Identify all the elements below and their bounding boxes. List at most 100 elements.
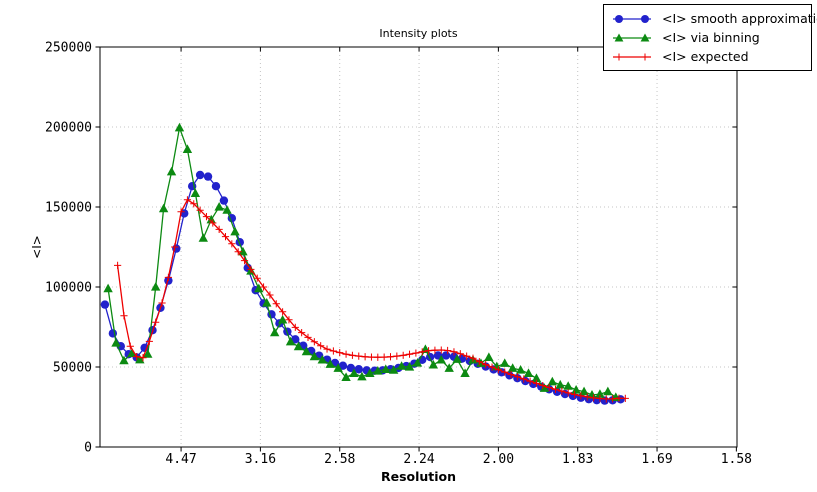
data-point-triangle [182, 144, 193, 153]
data-point-triangle [500, 358, 510, 367]
legend-label: <I> expected [662, 49, 749, 64]
data-point-triangle [317, 354, 327, 364]
data-point-triangle [515, 365, 526, 374]
data-point-plus [405, 350, 414, 358]
data-point-triangle [293, 341, 304, 351]
data-point-triangle [452, 354, 462, 363]
data-point-triangle [484, 352, 494, 361]
legend-label: <I> via binning [662, 30, 760, 45]
data-point-triangle [150, 282, 161, 291]
x-axis-label: Resolution [380, 469, 457, 484]
data-point-plus [456, 350, 464, 358]
data-point-triangle [111, 338, 121, 347]
legend-label: <I> smooth approximation [662, 11, 817, 26]
data-point-triangle [396, 361, 407, 370]
data-point-circle [338, 361, 348, 370]
data-point-triangle [539, 383, 550, 392]
data-point-plus [539, 381, 547, 390]
data-point-circle [346, 363, 356, 373]
data-point-triangle [325, 359, 335, 368]
data-point-triangle [436, 354, 446, 364]
data-point-triangle [603, 386, 613, 396]
data-point-plus [183, 196, 192, 204]
legend-sample-canvas [613, 53, 651, 60]
data-point-plus [558, 387, 566, 395]
data-point-triangle [373, 366, 383, 375]
data-point-plus [450, 348, 458, 356]
data-point-plus [279, 308, 287, 316]
data-point-triangle [388, 365, 399, 374]
data-point-plus [380, 353, 388, 361]
data-point-triangle [381, 364, 391, 373]
data-point-triangle [444, 363, 454, 372]
data-point-plus [621, 394, 629, 402]
legend-item-smooth-approximation: <I> smooth approximation [612, 9, 817, 28]
data-point-plus [304, 333, 312, 341]
data-point-plus [507, 370, 515, 379]
data-point-plus [202, 213, 211, 221]
y-tick-label: 0 [84, 441, 92, 456]
x-tick-label: 2.58 [324, 452, 355, 467]
data-point-triangle [523, 368, 534, 377]
data-point-plus [577, 392, 585, 400]
data-point-triangle [174, 122, 185, 132]
legend-sample-marker-plus-icon [641, 53, 649, 60]
data-point-triangle [333, 363, 343, 372]
x-tick-label: 1.83 [562, 452, 593, 467]
data-point-triangle [309, 351, 320, 361]
data-point-plus [259, 283, 268, 291]
data-point-plus [177, 208, 185, 216]
legend-sample-marker-triangle-icon [640, 33, 650, 41]
data-point-triangle [262, 298, 272, 307]
data-point-triangle [230, 226, 240, 236]
data-point-plus [501, 368, 509, 376]
data-point-triangle [285, 336, 296, 346]
data-point-plus [310, 338, 318, 346]
data-point-circle [211, 182, 221, 191]
data-point-plus [247, 265, 255, 273]
data-point-plus [317, 342, 325, 350]
data-point-triangle [507, 363, 518, 372]
data-point-circle [195, 170, 205, 180]
data-point-plus [336, 349, 344, 357]
data-point-triangle [254, 283, 264, 293]
data-point-triangle [127, 348, 137, 357]
data-point-plus [164, 273, 172, 281]
data-point-plus [171, 243, 179, 251]
data-point-circle [441, 351, 451, 360]
y-tick-label: 100000 [45, 281, 92, 296]
data-point-triangle [349, 368, 359, 377]
data-point-triangle [571, 385, 581, 394]
data-point-triangle [547, 376, 558, 386]
data-point-plus [158, 299, 166, 307]
data-point-plus [583, 393, 591, 401]
data-point-circle [354, 365, 363, 374]
data-point-triangle [222, 205, 232, 214]
data-point-triangle [460, 368, 470, 377]
data-point-plus [532, 379, 541, 387]
data-point-triangle [198, 233, 208, 242]
data-point-plus [513, 373, 522, 381]
data-point-triangle [555, 379, 565, 389]
x-tick-label: 4.47 [165, 452, 196, 467]
data-point-plus [342, 350, 350, 358]
x-tick-label: 2.24 [403, 452, 434, 467]
x-tick-label: 1.58 [721, 452, 752, 467]
y-axis-label: <I> [30, 235, 44, 259]
legend-sample-triangle-icon [612, 31, 652, 45]
data-point-plus [386, 353, 395, 361]
data-point-circle [616, 395, 625, 404]
data-point-plus [431, 346, 439, 354]
legend-sample-canvas [613, 33, 651, 41]
data-point-triangle [341, 372, 351, 381]
data-point-plus [120, 312, 128, 320]
data-point-triangle [190, 188, 201, 197]
data-point-plus [475, 358, 483, 366]
data-point-triangle [119, 355, 129, 365]
data-point-plus [494, 366, 502, 374]
data-point-triangle [563, 381, 573, 390]
data-point-plus [609, 395, 617, 403]
data-point-plus [323, 345, 331, 353]
data-point-plus [545, 383, 553, 392]
